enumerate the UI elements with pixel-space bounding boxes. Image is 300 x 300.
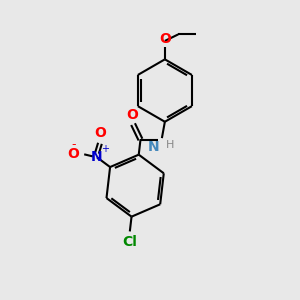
Text: N: N	[148, 140, 160, 154]
Text: O: O	[159, 32, 171, 46]
Text: +: +	[101, 144, 109, 154]
Text: -: -	[72, 138, 76, 151]
Text: O: O	[126, 108, 138, 122]
Text: O: O	[94, 126, 106, 140]
Text: H: H	[166, 140, 174, 150]
Text: N: N	[91, 150, 103, 164]
Text: Cl: Cl	[122, 235, 137, 249]
Text: O: O	[68, 147, 80, 161]
